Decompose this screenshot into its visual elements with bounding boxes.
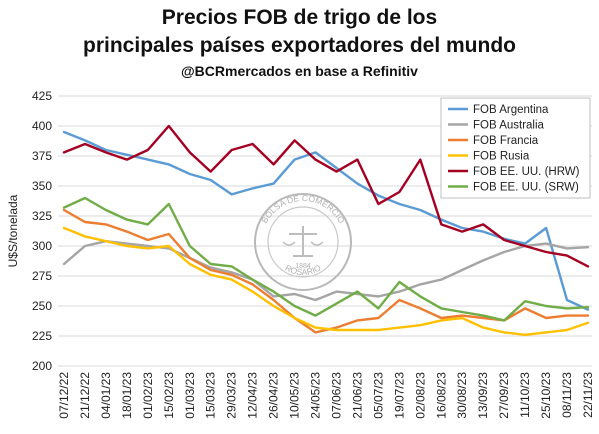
chart-title-line-1: Precios FOB de trigo de los bbox=[161, 6, 438, 29]
series-line-fob-australia bbox=[62, 239, 590, 302]
y-tick-label: 400 bbox=[32, 119, 52, 133]
x-tick-label: 12/04/23 bbox=[246, 372, 260, 419]
legend-label: FOB Rusia bbox=[473, 151, 530, 163]
seal-top-text: BOLSA DE COMERCIO bbox=[259, 193, 347, 225]
x-tick-label: 08/11/23 bbox=[560, 372, 574, 418]
series-lines bbox=[62, 124, 590, 336]
chart-title-line-2: principales países exportadores del mund… bbox=[83, 34, 516, 57]
y-axis-label: U$S/tonelada bbox=[6, 194, 20, 267]
x-tick-label: 01/03/23 bbox=[183, 372, 197, 419]
x-tick-label: 07/12/22 bbox=[57, 372, 71, 419]
y-tick-label: 225 bbox=[32, 329, 52, 343]
x-tick-label: 19/07/23 bbox=[392, 372, 406, 419]
x-tick-label: 13/09/23 bbox=[476, 372, 490, 419]
legend-label: FOB Australia bbox=[473, 120, 545, 132]
x-tick-label: 29/03/23 bbox=[225, 372, 239, 419]
x-tick-label: 21/12/22 bbox=[78, 372, 92, 419]
series-line-fob-ee-uu-srw bbox=[62, 196, 590, 322]
x-tick-label: 25/10/23 bbox=[539, 372, 553, 419]
y-tick-label: 425 bbox=[32, 89, 52, 103]
y-tick-label: 300 bbox=[32, 239, 52, 253]
legend-label: FOB Argentina bbox=[473, 104, 549, 116]
y-tick-label: 375 bbox=[32, 149, 52, 163]
x-tick-label: 04/01/23 bbox=[99, 372, 113, 419]
x-tick-label: 26/04/23 bbox=[267, 372, 281, 419]
series-line-fob-rusia bbox=[62, 226, 590, 336]
y-tick-label: 250 bbox=[32, 299, 52, 313]
x-tick-label: 30/08/23 bbox=[455, 372, 469, 419]
seal-year: 1884 bbox=[295, 263, 311, 270]
x-axis-ticks: 07/12/22 21/12/22 04/01/23 18/01/23 01/02/23… bbox=[57, 372, 595, 419]
legend-label: FOB Francia bbox=[473, 135, 539, 147]
x-tick-label: 15/03/23 bbox=[204, 372, 218, 419]
chart-subtitle: @BCRmercados en base a Refinitiv bbox=[181, 63, 418, 79]
y-tick-label: 350 bbox=[32, 179, 52, 193]
x-tick-label: 11/10/23 bbox=[518, 372, 532, 418]
seal-outer-ring bbox=[254, 193, 352, 291]
legend-label: FOB EE. UU. (SRW) bbox=[473, 182, 579, 194]
legend-box bbox=[440, 97, 591, 199]
x-tick-label: 18/01/23 bbox=[120, 372, 134, 419]
y-tick-label: 275 bbox=[32, 269, 52, 283]
seal-bottom-text: ROSARIO bbox=[283, 262, 322, 277]
legend-label: FOB EE. UU. (HRW) bbox=[473, 166, 580, 178]
x-tick-label: 01/02/23 bbox=[141, 372, 155, 419]
seal-inner-ring bbox=[267, 206, 339, 278]
x-tick-label: 22/11/23 bbox=[581, 372, 595, 418]
series-line-fob-ee-uu-hrw bbox=[62, 124, 590, 268]
seal-scale-icon bbox=[289, 226, 317, 257]
x-tick-label: 07/06/23 bbox=[329, 372, 343, 419]
legend: FOB Argentina FOB Australia FOB Francia FOB… bbox=[440, 97, 591, 199]
x-tick-label: 02/08/23 bbox=[413, 372, 427, 419]
y-tick-label: 325 bbox=[32, 209, 52, 223]
x-tick-label: 24/05/23 bbox=[309, 372, 323, 419]
x-tick-label: 21/06/23 bbox=[350, 372, 364, 419]
seal-pans-icon bbox=[282, 241, 324, 246]
y-tick-label: 200 bbox=[32, 359, 52, 373]
x-tick-label: 15/02/23 bbox=[162, 372, 176, 419]
x-tick-label: 10/05/23 bbox=[288, 372, 302, 419]
x-tick-label: 16/08/23 bbox=[434, 372, 448, 419]
y-axis-ticks: 200 225 250 275 300 325 350 375 400 425 bbox=[32, 89, 52, 373]
x-tick-label: 05/07/23 bbox=[371, 372, 385, 419]
x-tick-label: 27/09/23 bbox=[497, 372, 511, 419]
